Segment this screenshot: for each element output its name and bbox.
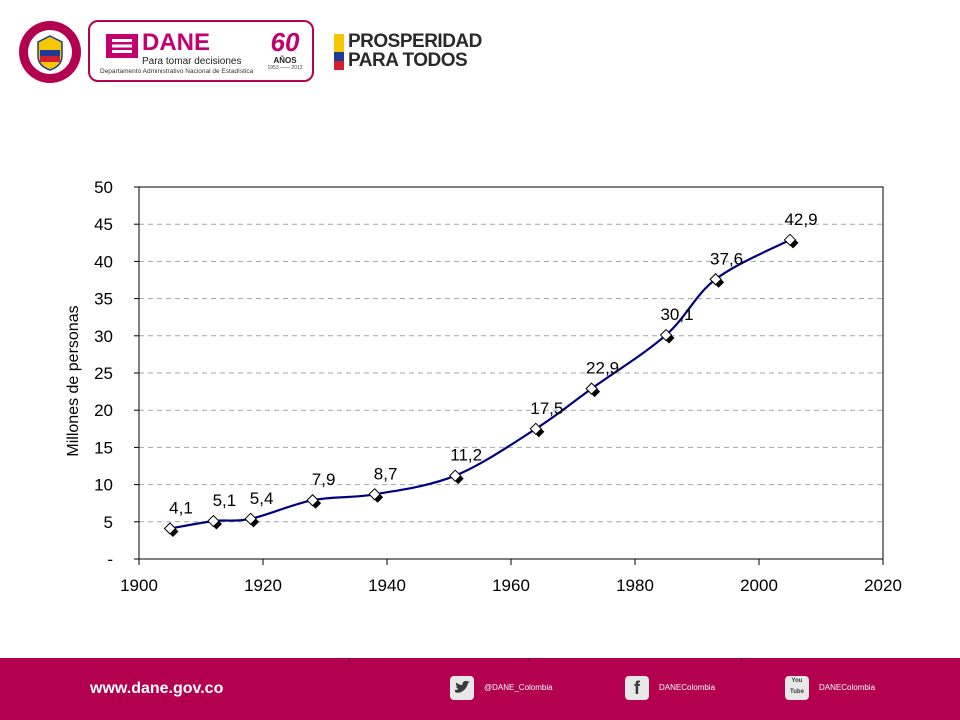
data-point — [585, 382, 598, 395]
data-label: 22,9 — [586, 359, 619, 378]
footer-divider-dot — [348, 658, 350, 661]
data-label: 11,2 — [450, 446, 482, 465]
header: DANE Para tomar decisiones Departamento … — [0, 0, 960, 110]
anniversary-word: AÑOS — [273, 56, 297, 65]
data-label: 42,9 — [784, 210, 817, 229]
x-tick-label: 1980 — [616, 576, 654, 595]
data-label: 17,5 — [530, 399, 563, 418]
dane-fullname: Departamento Administrativo Nacional de … — [100, 68, 254, 75]
data-point — [709, 273, 722, 286]
anniversary-badge: 60 AÑOS 1953 —— 2013 — [262, 28, 308, 78]
youtube-label: DANEColombia — [819, 683, 876, 692]
data-label: 8,7 — [374, 464, 398, 483]
dane-mark-icon — [106, 34, 138, 58]
data-label: 5,4 — [250, 489, 274, 508]
y-tick-label: - — [107, 550, 113, 569]
y-tick-label: 50 — [94, 178, 113, 197]
footer-divider-dot — [740, 658, 742, 661]
x-tick-label: 2000 — [740, 576, 778, 595]
y-tick-label: 10 — [94, 476, 113, 495]
data-label: 5,1 — [213, 491, 237, 510]
data-label: 7,9 — [312, 470, 336, 489]
population-chart: - 5 10 15 20 25 30 35 40 45 50 1900 1920 1940 1960 1980… — [65, 178, 902, 595]
footer-divider-dot — [528, 658, 530, 661]
y-tick-label: 40 — [94, 252, 113, 271]
y-tick-label: 45 — [94, 215, 113, 234]
anniversary-years: 1953 —— 2013 — [267, 65, 303, 71]
prosperidad-logo: PROSPERIDAD PARA TODOS — [334, 32, 504, 74]
prosperidad-line2: PARA TODOS — [348, 50, 468, 71]
y-tick-label: 5 — [104, 513, 113, 532]
facebook-link[interactable]: f DANEColombia — [625, 676, 765, 702]
dane-slogan: Para tomar decisiones — [142, 56, 242, 67]
x-tick-label: 1920 — [244, 576, 282, 595]
data-point — [244, 512, 257, 526]
youtube-link[interactable]: You Tube DANEColombia — [785, 676, 935, 702]
twitter-link[interactable]: @DANE_Colombia — [450, 676, 590, 702]
y-tick-label: 35 — [94, 290, 113, 309]
y-tick-label: 15 — [94, 438, 113, 457]
x-tick-label: 1900 — [120, 576, 158, 595]
twitter-icon — [450, 676, 474, 700]
prosperidad-line1: PROSPERIDAD — [348, 31, 482, 52]
dane-logo: DANE Para tomar decisiones Departamento … — [88, 20, 314, 82]
flag-bar-icon — [334, 34, 344, 70]
data-point — [659, 328, 673, 342]
data-point — [306, 494, 319, 507]
data-point — [163, 522, 177, 535]
data-point — [368, 488, 381, 501]
colombia-seal-logo — [19, 21, 81, 83]
data-point — [529, 422, 543, 436]
youtube-icon: You Tube — [785, 676, 809, 700]
facebook-label: DANEColombia — [659, 683, 716, 692]
facebook-icon: f — [625, 676, 649, 700]
y-axis-label: Millones de personas — [65, 305, 82, 456]
data-point — [207, 514, 220, 528]
site-url-link[interactable]: www.dane.gov.co — [90, 680, 224, 697]
data-label: 30,1 — [660, 305, 693, 324]
x-tick-label: 1960 — [492, 576, 530, 595]
footer: www.dane.gov.co @DANE_Colombia f DANECol… — [0, 658, 960, 720]
y-tick-label: 25 — [94, 364, 113, 383]
x-tick-label: 1940 — [368, 576, 406, 595]
y-tick-label: 20 — [94, 401, 113, 420]
data-point — [448, 469, 462, 482]
dane-name: DANE — [142, 29, 211, 56]
data-label: 4,1 — [169, 498, 193, 517]
data-point — [783, 233, 797, 247]
data-label: 37,6 — [710, 249, 743, 268]
anniversary-number: 60 — [270, 27, 300, 57]
twitter-label: @DANE_Colombia — [484, 683, 553, 692]
y-tick-label: 30 — [94, 327, 113, 346]
x-tick-label: 2020 — [864, 576, 902, 595]
